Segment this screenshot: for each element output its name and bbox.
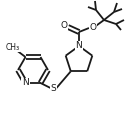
Text: S: S bbox=[51, 85, 56, 93]
Text: N: N bbox=[22, 78, 29, 87]
Text: CH₃: CH₃ bbox=[5, 42, 19, 51]
Text: O: O bbox=[89, 24, 96, 32]
Text: N: N bbox=[76, 41, 82, 51]
Text: O: O bbox=[60, 21, 67, 30]
